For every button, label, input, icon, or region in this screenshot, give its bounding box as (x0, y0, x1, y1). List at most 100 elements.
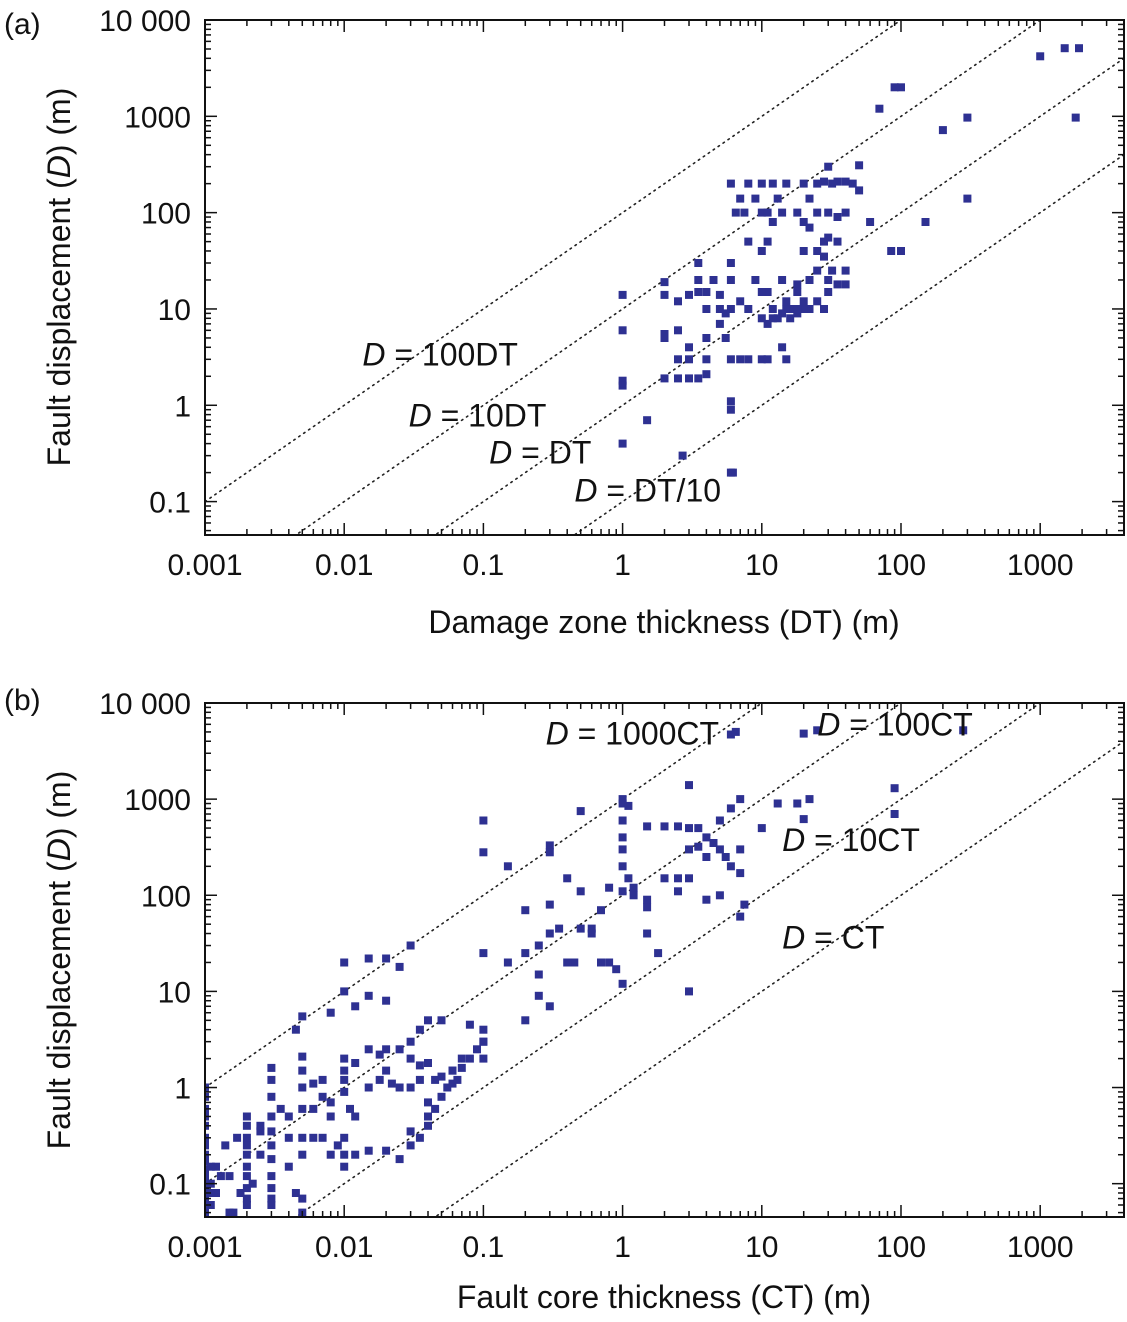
panel-b-x-tick-label: 1000 (1007, 1231, 1074, 1264)
panel-a-y-tick-label: 1 (174, 390, 191, 423)
panel-b-data-point (587, 929, 596, 938)
panel-a-data-point (678, 451, 687, 460)
panel-b-data-point (406, 1141, 415, 1150)
panel-a-data-point (841, 266, 850, 275)
panel-a-data-point (805, 223, 814, 232)
panel-b-data-point (382, 954, 391, 963)
panel-b-data-point (205, 1172, 209, 1181)
panel-b-data-point (479, 949, 488, 958)
panel-a-data-point (813, 247, 822, 255)
panel-b-reference-label-2: D = 10CT (782, 822, 920, 858)
panel-b-data-point (351, 1150, 360, 1159)
panel-a-data-point (890, 83, 899, 92)
panel-b-y-tick-label: 10 (158, 976, 191, 1009)
panel-a-data-point (768, 179, 777, 188)
panel-a-data-point (833, 177, 842, 186)
panel-b-data-point (242, 1194, 251, 1203)
panel-b-data-point (799, 815, 808, 824)
panel-a-data-point (833, 213, 842, 221)
panel-b-x-tick-label: 0.1 (463, 1231, 505, 1264)
panel-a-data-point (799, 297, 808, 306)
panel-b-data-point (291, 1189, 300, 1197)
panel-a: (a) 0.001 0.01 0.1 1 10 100 1000 0.1 1 10 100 1000 1… (4, 5, 1125, 640)
panel-a-label: (a) (4, 8, 41, 41)
panel-b-data-point (382, 1146, 391, 1155)
panel-b-data-point (443, 1083, 452, 1092)
panel-b-reference-label-3: D = CT (782, 919, 884, 955)
panel-b-data-point (284, 1162, 293, 1171)
panel-b-data-point (382, 1045, 391, 1054)
panel-a-data-point (782, 179, 791, 188)
panel-b-data-point (479, 1025, 488, 1034)
panel-b-y-tick-label: 0.1 (149, 1169, 191, 1202)
panel-a-data-point (773, 314, 782, 323)
panel-a-data-point (1071, 113, 1080, 122)
panel-b-data-point (570, 958, 579, 967)
panel-b-data-point (318, 1075, 327, 1084)
panel-b-data-point (309, 1079, 318, 1088)
panel-b-data-point (340, 1066, 349, 1075)
panel-b-x-tick-label: 1 (614, 1231, 631, 1264)
panel-b-data-point (242, 1133, 251, 1142)
panel-b-data-point (364, 1146, 373, 1155)
panel-b-data-point (406, 941, 415, 950)
panel-a-data-point (757, 247, 766, 255)
panel-b-data-point (340, 1150, 349, 1159)
panel-b-data-point (465, 1054, 474, 1063)
panel-a-data-point (805, 194, 814, 203)
panel-b-data-point (521, 949, 530, 958)
panel-a-data-point (685, 290, 693, 299)
panel-b-data-point (242, 1112, 251, 1121)
panel-b-data-point (318, 1092, 327, 1101)
panel-b-data-point (221, 1141, 230, 1150)
panel-a-data-point (757, 355, 766, 364)
panel-a-x-tick-label: 0.01 (315, 549, 373, 582)
panel-b-data-point (694, 842, 703, 851)
panel-a-x-tick-label: 100 (876, 549, 926, 582)
panel-a-data-point (813, 179, 822, 188)
panel-b-data-point (605, 958, 614, 967)
panel-b-data-point (242, 1172, 251, 1181)
panel-b-data-point (618, 862, 627, 871)
panel-a-data-point (938, 126, 947, 135)
panel-b-data-point (479, 1054, 488, 1063)
panel-b-data-point (267, 1172, 276, 1181)
panel-b-data-point (242, 1184, 251, 1193)
panel-b-data-point (340, 1075, 349, 1084)
panel-b-data-point (375, 1050, 384, 1059)
panel-b-data-point (206, 1162, 215, 1171)
panel-b-data-point (576, 887, 585, 896)
panel-a-data-point (793, 288, 802, 296)
panel-b-data-point (351, 1059, 360, 1067)
panel-a-reference-label-1: D = 10DT (409, 398, 547, 434)
panel-b-data-point (298, 1052, 307, 1061)
panel-a-data-point (744, 305, 753, 313)
panel-b-y-tick-label: 10 000 (99, 688, 191, 721)
panel-a-data-point (855, 186, 864, 195)
panel-b-data-point (309, 1104, 318, 1113)
panel-a-data-point (768, 314, 777, 323)
panel-b-data-point (415, 1025, 424, 1034)
panel-b-data-point (702, 853, 711, 861)
panel-b-data-point (685, 845, 693, 854)
panel-b-data-point (660, 822, 669, 831)
panel-a-data-point (1036, 52, 1045, 61)
panel-a-data-point (841, 280, 850, 289)
panel-a-y-tick-label: 100 (141, 198, 191, 231)
panel-a-data-point (736, 297, 745, 306)
panel-b-data-point (534, 970, 543, 979)
panel-b-data-point (587, 924, 596, 933)
panel-a-data-point (841, 208, 850, 217)
panel-b-data-point (674, 822, 682, 831)
panel-a-data-point (875, 104, 884, 113)
panel-b-data-point (709, 839, 718, 847)
panel-a-reference-line-0 (205, 20, 903, 503)
panel-a-data-point (813, 297, 822, 306)
panel-b-reference-label-1: D = 100CT (817, 706, 973, 742)
panel-a-data-point (751, 194, 760, 203)
panel-a-data-point (782, 305, 791, 313)
panel-a-data-point (793, 305, 802, 313)
panel-a-data-point (763, 237, 772, 246)
